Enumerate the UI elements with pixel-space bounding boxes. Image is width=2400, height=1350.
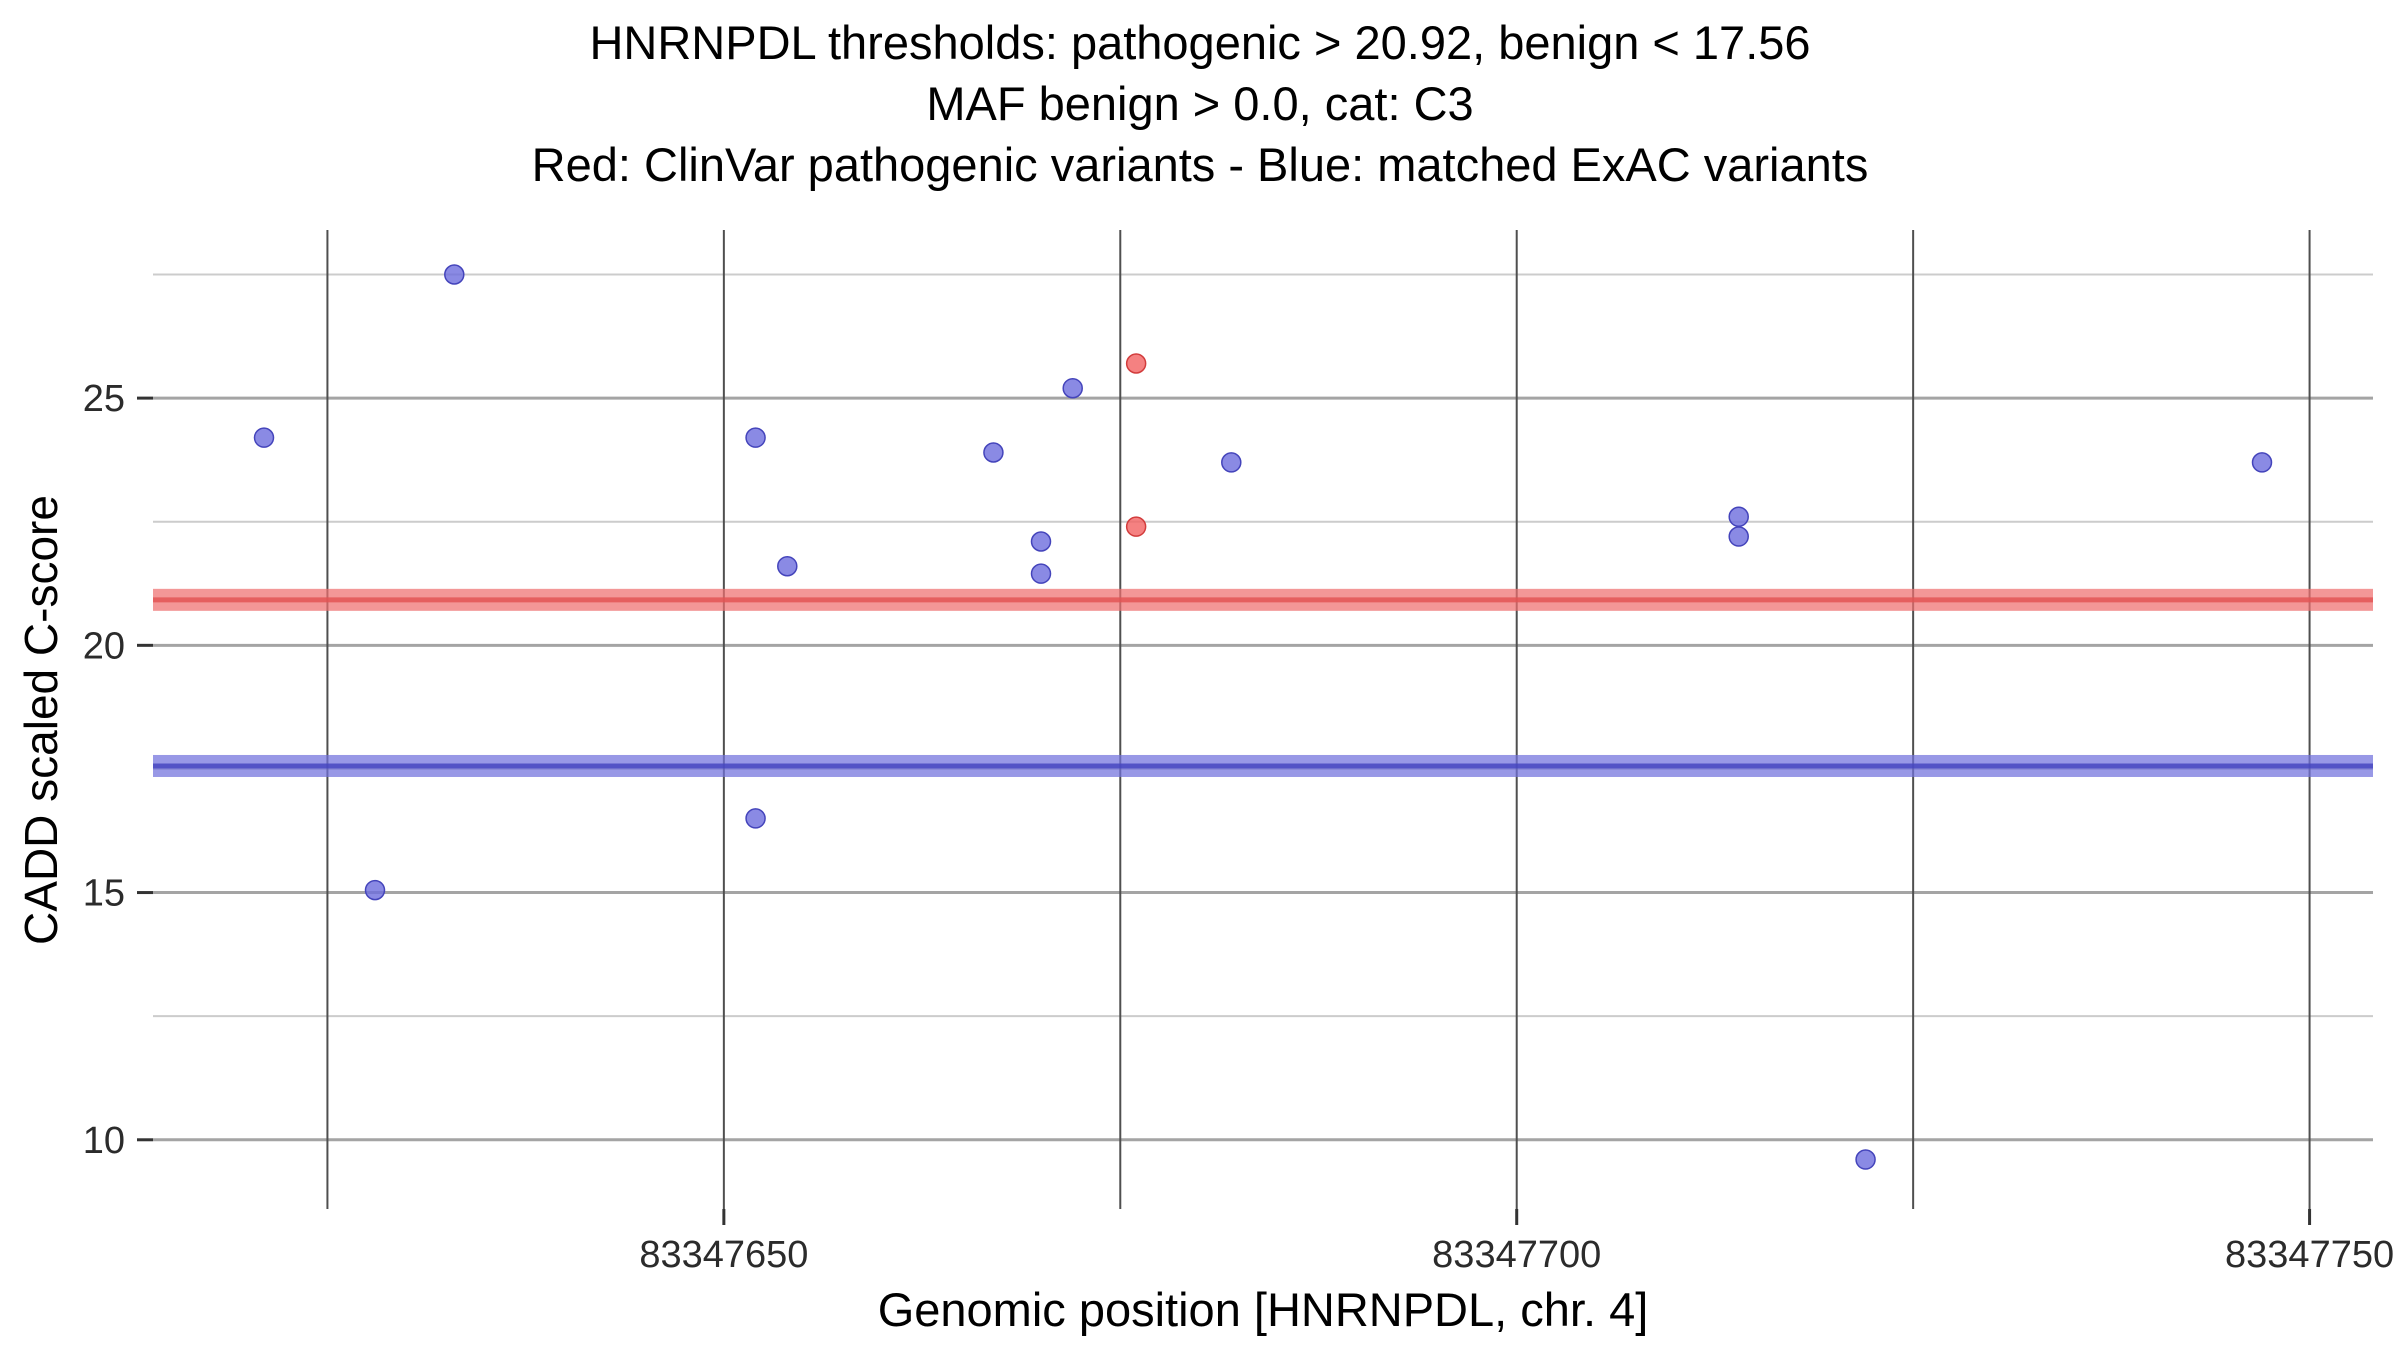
data-point-exac-matched [364, 879, 386, 901]
data-point-exac-matched [1728, 526, 1749, 547]
y-tick-label: 20 [83, 625, 125, 667]
y-tick-label: 25 [83, 378, 125, 420]
data-point-exac-matched [1030, 563, 1052, 584]
x-axis-title: Genomic position [HNRNPDL, chr. 4] [877, 1283, 1649, 1336]
y-tick-label: 15 [83, 873, 125, 915]
data-point-exac-matched [1062, 377, 1083, 399]
data-point-exac-matched [1728, 506, 1749, 528]
data-point-exac-matched [253, 427, 275, 448]
data-point-exac-matched [1030, 531, 1052, 552]
data-point-exac-matched [1221, 452, 1242, 473]
chart-title-line-2: MAF benign > 0.0, cat: C3 [926, 77, 1474, 130]
y-tick-label: 10 [83, 1120, 125, 1162]
data-point-exac-matched [777, 555, 798, 577]
chart-title-line-3: Red: ClinVar pathogenic variants - Blue:… [531, 138, 1869, 191]
data-point-exac-matched [745, 808, 766, 829]
data-point-clinvar-pathogenic [1125, 516, 1147, 537]
data-point-exac-matched [983, 442, 1004, 463]
x-tick-label: 83347650 [639, 1234, 808, 1276]
data-point-exac-matched [745, 427, 766, 448]
data-point-exac-matched [444, 264, 465, 285]
x-tick-label: 83347750 [2225, 1234, 2394, 1276]
data-point-exac-matched [2251, 452, 2273, 473]
data-point-exac-matched [1855, 1149, 1876, 1170]
chart-title-line-1: HNRNPDL thresholds: pathogenic > 20.92, … [589, 16, 1811, 69]
data-point-clinvar-pathogenic [1125, 353, 1147, 374]
chart-title: HNRNPDL thresholds: pathogenic > 20.92, … [0, 12, 2400, 195]
x-tick-label: 83347700 [1432, 1234, 1601, 1276]
